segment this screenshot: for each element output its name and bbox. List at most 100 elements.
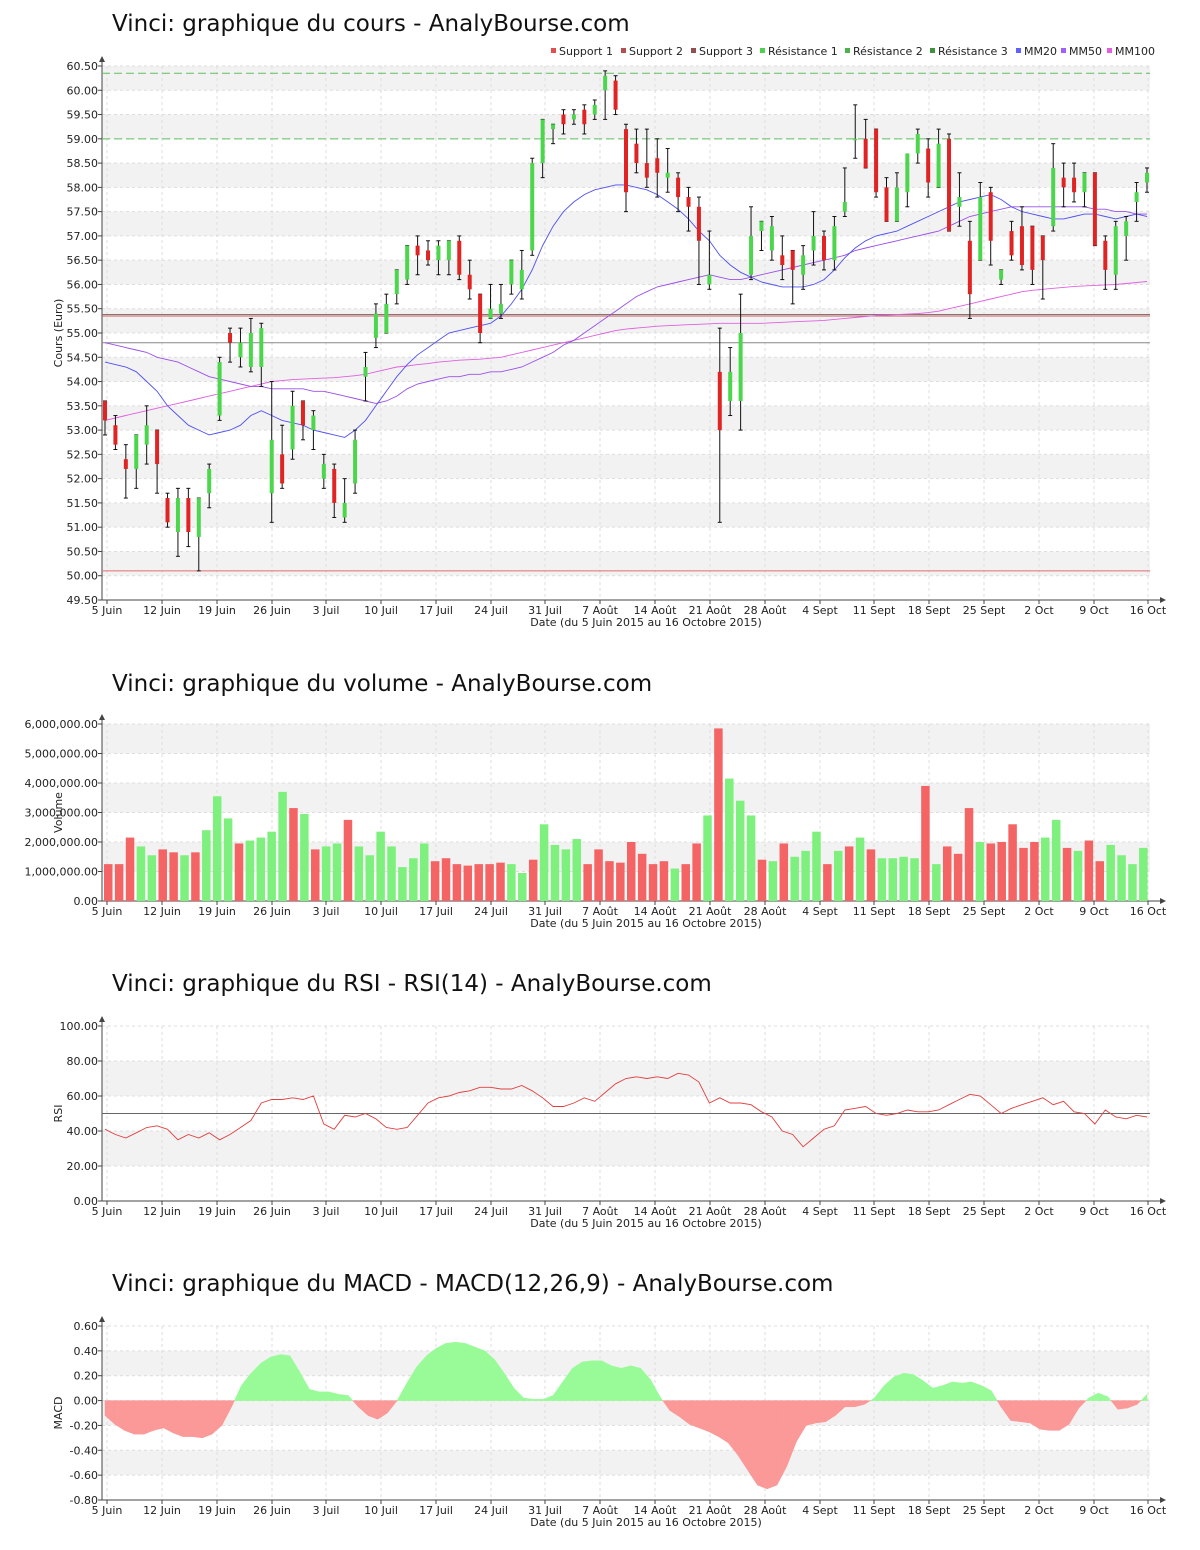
volume-bar [572,839,582,901]
candle-body [207,468,212,494]
volume-bar [507,864,516,901]
macd-area-segment [338,1394,349,1401]
macd-area-segment [718,1400,729,1444]
y-tick-label: 57.50 [67,206,99,219]
candle-body [769,226,774,251]
candle-body [384,303,389,333]
macd-area-segment [1085,1397,1089,1401]
x-tick-label: 5 Juin [92,1504,123,1517]
x-tick-label: 10 Juil [364,1504,398,1517]
candle-body [321,464,326,479]
volume-bar [267,831,276,901]
y-tick-label: 40.00 [67,1125,99,1138]
candle-body [280,454,285,484]
y-tick-label: 50.50 [67,545,99,558]
volume-bar [278,791,287,901]
macd-area-segment [211,1400,223,1435]
macd-area-chart: -0.80 -0.60 -0.40 -0.20 0.00 0.20 0.40 0.60 5 Ju… [52,1316,1167,1529]
legend-label: MM50 [1069,45,1102,58]
volume-bar [812,831,821,901]
candle-body [738,333,743,401]
grid-band [102,405,1150,431]
candle-body [926,148,931,183]
volume-bar [398,867,407,901]
y-tick-label: 3,000,000.00 [25,807,98,820]
x-tick-label: 3 Juil [313,1504,340,1517]
y-tick-label: 1,000,000.00 [25,866,98,879]
x-tick-label: 16 Oct [1130,604,1167,617]
candle-body [498,303,503,314]
macd-area-segment [698,1400,710,1433]
macd-area-segment [961,1381,972,1401]
candle-body [655,158,660,173]
volume-bar [332,843,342,901]
candle-body [1061,177,1066,188]
macd-area-segment [971,1381,982,1401]
candle-body [540,119,545,164]
y-tick-label: 0.00 [74,1195,99,1208]
y-tick-label: 53.50 [67,400,99,413]
mm100-line [104,281,1148,421]
x-axis-arrow [1160,898,1166,904]
macd-area-segment [990,1389,998,1401]
macd-area-segment [202,1400,213,1439]
volume-bar [485,864,494,901]
candle-body [196,498,201,537]
candle-body [728,371,733,401]
volume-bar [703,815,712,901]
macd-area-segment [299,1371,310,1401]
grid-band [102,260,1150,285]
x-tick-label: 21 Août [689,905,733,918]
volume-bar [114,864,124,901]
volume-bar [1106,844,1115,901]
y-tick-label: 52.50 [67,448,99,461]
volume-bar [191,852,200,901]
y-tick-label: -0.80 [70,1494,98,1507]
candle-body [155,430,160,465]
volume-bar [1041,837,1050,901]
x-tick-label: 10 Juil [364,1205,398,1218]
x-tick-label: 25 Sept [963,604,1006,617]
macd-area-segment [387,1400,398,1414]
x-tick-label: 5 Juin [92,1205,123,1218]
candle-body [1072,177,1077,193]
x-tick-label: 7 Août [582,1504,619,1517]
volume-bar [104,864,113,901]
volume-bar [518,872,527,901]
macd-area-segment [1049,1400,1060,1431]
y-tick-label: 0.40 [74,1345,99,1358]
volume-bar [964,808,974,901]
macd-area-segment [844,1400,856,1408]
x-tick-label: 19 Juin [198,1504,236,1517]
volume-bar [594,849,603,901]
x-tick-label: 28 Août [744,905,788,918]
volume-bar [866,849,876,901]
candle-body [582,109,587,125]
x-tick-label: 14 Août [634,905,678,918]
macd-area-segment [591,1360,602,1401]
volume-bar [823,864,832,901]
candle-body [467,274,472,290]
candle-body [936,143,941,188]
macd-area-segment [309,1389,320,1401]
volume-bar [855,837,865,901]
volume-bar [692,843,701,901]
macd-area-segment [426,1347,437,1401]
candle-body [363,366,368,377]
macd-area-segment [728,1400,739,1456]
volume-bar [202,830,211,901]
candle-body [801,255,806,275]
volume-bar [627,842,636,901]
y-tick-label: 60.00 [67,84,99,97]
volume-bar [1084,840,1094,901]
x-tick-label: 12 Juin [143,604,181,617]
x-tick-label: 26 Juin [253,905,291,918]
x-tick-label: 26 Juin [253,1504,291,1517]
candle-body [342,502,347,518]
legend-swatch [1016,48,1021,53]
x-tick-label: 3 Juil [313,905,340,918]
volume-bar [757,859,767,901]
macd-area-segment [318,1391,330,1401]
volume-bar [452,864,462,901]
x-axis-arrow [1160,1198,1166,1204]
